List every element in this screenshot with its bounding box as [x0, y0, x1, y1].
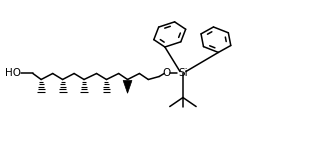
Text: O: O	[162, 69, 171, 78]
Polygon shape	[123, 80, 132, 93]
Text: HO: HO	[5, 69, 21, 78]
Text: Si: Si	[178, 69, 188, 78]
